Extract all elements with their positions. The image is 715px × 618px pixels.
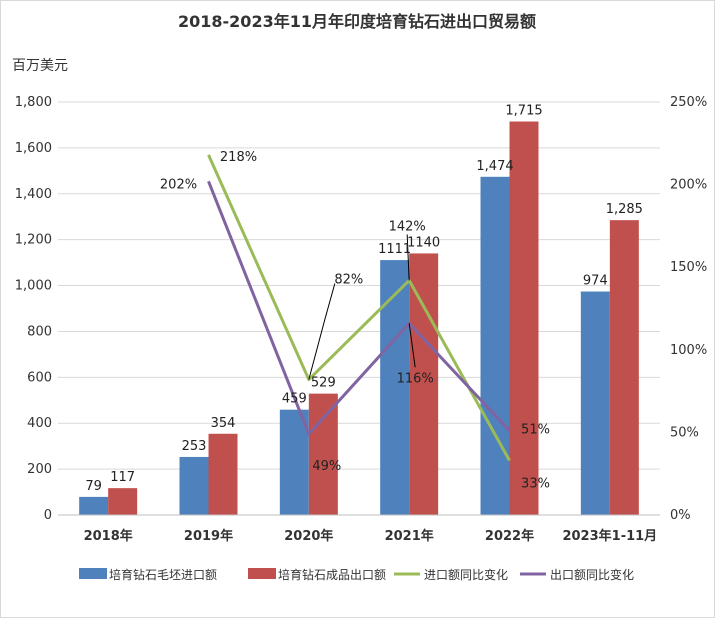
y2-tick-label: 150% [670,260,707,275]
bar-value-label: 253 [182,439,207,454]
legend-label: 培育钻石毛坯进口额 [109,567,217,582]
x-tick-label: 2020年 [284,528,333,544]
bar [79,496,109,515]
bar [108,488,138,515]
trend-lines [207,154,511,462]
bar-value-label: 1,285 [606,202,643,217]
x-tick-label: 2023年1-11月 [562,528,657,544]
bar-value-label: 459 [282,392,307,407]
y-tick-label: 0 [44,508,52,523]
y-tick-label: 200 [27,462,52,477]
bar [208,433,238,515]
y2-tick-label: 50% [670,425,699,440]
bar-value-label: 354 [211,416,236,431]
x-tick-label: 2018年 [84,528,133,544]
y-tick-label: 1,600 [15,141,52,156]
bar-value-label: 1111 [378,242,411,257]
bar-value-label: 529 [311,376,336,391]
line-value-label: 33% [521,476,550,491]
y-tick-label: 1,800 [15,95,52,110]
line-value-label: 49% [312,459,341,474]
bar [509,121,539,515]
bar-value-label: 1,474 [476,159,513,174]
bar [279,409,309,515]
y-tick-label: 800 [27,324,52,339]
bar-value-label: 1,715 [505,104,542,119]
y2-tick-label: 0% [670,508,691,523]
label-leader-line [406,234,410,281]
y-tick-label: 1,000 [15,279,52,294]
axes: 0 200 400 600 800 1,000 1,200 1,400 1,600 1,800 0%… [15,95,707,544]
bar [480,176,510,515]
line-value-label: 51% [521,423,550,438]
y-tick-label: 1,400 [15,187,52,202]
x-tick-label: 2019年 [184,528,233,544]
bar [308,393,338,515]
label-leader-line [408,323,416,368]
x-tick-label: 2021年 [385,528,434,544]
bar [409,253,439,515]
data-labels: 79 253 459 1111 1,474 974 117 354 529 1140 1,715 1,… [85,104,643,494]
legend-label: 出口额同比变化 [550,567,634,582]
bar-value-label: 117 [110,470,135,485]
line-value-label: 116% [397,371,434,386]
line-value-label: 218% [220,150,257,165]
bar [609,220,639,516]
line-value-label: 142% [389,219,426,234]
y-axis-unit-label: 百万美元 [12,58,68,74]
y-tick-label: 600 [27,370,52,385]
x-tick-label: 2022年 [485,528,534,544]
y2-tick-label: 100% [670,343,707,358]
bar-value-label: 79 [85,479,102,494]
y2-tick-label: 200% [670,178,707,193]
series-line [207,154,511,462]
legend-swatch [248,568,276,579]
line-value-label: 202% [160,177,197,192]
label-leader-lines [308,234,416,380]
bars [79,121,639,516]
legend-label: 进口额同比变化 [424,567,508,582]
line-value-label: 82% [334,273,363,288]
legend: 培育钻石毛坯进口额 培育钻石成品出口额 进口额同比变化 出口额同比变化 [79,567,634,582]
chart-title: 2018-2023年11月年印度培育钻石进出口贸易额 [178,12,536,31]
bar-value-label: 974 [583,274,608,289]
bar [580,291,610,515]
legend-swatch [79,568,107,579]
y2-tick-label: 250% [670,95,707,110]
bar [380,260,410,515]
y-tick-label: 1,200 [15,233,52,248]
y-tick-label: 400 [27,416,52,431]
bar [179,456,209,515]
label-leader-line [308,283,336,380]
series-line [207,180,511,436]
legend-label: 培育钻石成品出口额 [278,567,386,582]
bar-value-label: 1140 [407,235,440,250]
